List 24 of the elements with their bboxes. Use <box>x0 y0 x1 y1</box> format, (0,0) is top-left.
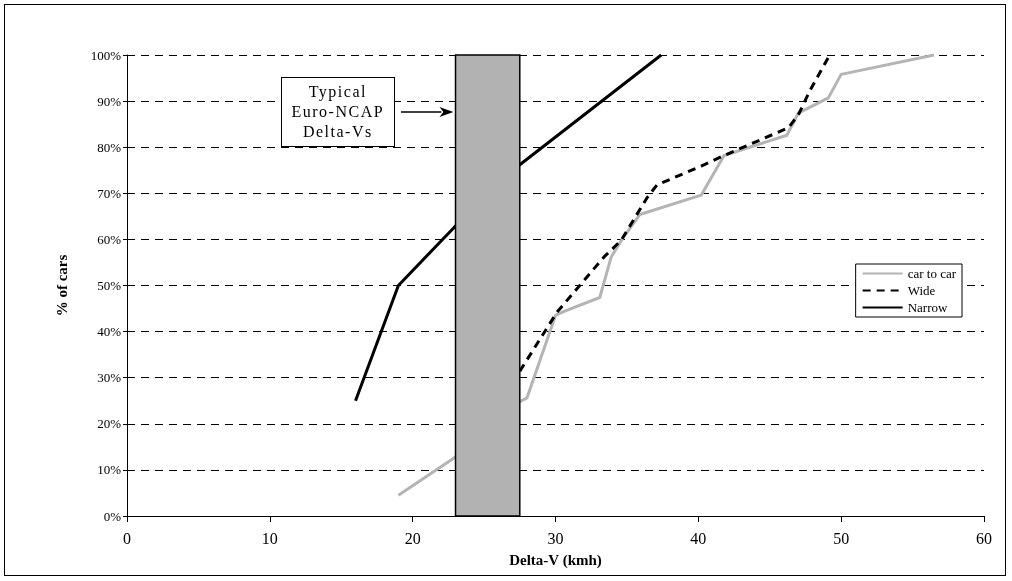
annotation: Typical Euro-NCAP Delta-Vs <box>280 77 396 147</box>
y-tick-label: 10% <box>97 462 122 478</box>
y-tick-label: 20% <box>97 416 122 432</box>
y-tick-label: 50% <box>97 278 122 293</box>
y-tick-label: 0% <box>103 508 122 524</box>
x-tick-label: 30 <box>547 529 564 547</box>
legend-label: Narrow <box>907 300 948 315</box>
y-tick-label: 80% <box>97 139 122 155</box>
x-tick-label: 20 <box>404 529 421 547</box>
legend-label: car to car <box>907 266 957 281</box>
y-tick-label: 70% <box>97 185 122 201</box>
x-tick-label: 10 <box>261 529 278 547</box>
legend-label: Wide <box>907 283 936 298</box>
y-axis-title: % of cars <box>53 254 70 317</box>
y-tick-label: 40% <box>97 324 122 340</box>
x-tick-label: 40 <box>690 529 707 547</box>
y-tick-label: 90% <box>97 93 122 109</box>
y-tick-label: 30% <box>97 370 122 386</box>
x-tick-label: 0 <box>123 529 131 547</box>
x-tick-label: 50 <box>833 529 850 547</box>
x-axis-title: Delta-V (kmh) <box>509 551 602 569</box>
x-tick-label: 60 <box>976 529 992 547</box>
y-tick-label: 100% <box>90 47 122 63</box>
y-tick-label: 60% <box>97 231 122 247</box>
